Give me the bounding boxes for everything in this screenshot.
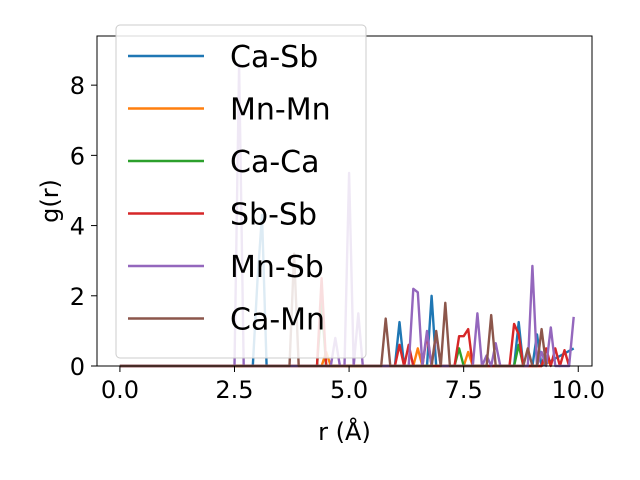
x-tick-label: 2.5 — [215, 376, 253, 404]
y-tick-label: 2 — [70, 283, 85, 311]
legend-label: Mn-Mn — [230, 93, 331, 128]
y-tick-label: 4 — [70, 213, 85, 241]
y-tick-label: 6 — [70, 142, 85, 170]
x-tick-label: 10.0 — [552, 376, 605, 404]
legend-label: Ca-Sb — [230, 40, 318, 75]
legend-label: Sb-Sb — [230, 198, 317, 233]
legend-item-mn-mn: Mn-Mn — [128, 93, 331, 128]
legend-label: Ca-Mn — [230, 303, 325, 338]
legend-item-ca-mn: Ca-Mn — [128, 303, 325, 338]
legend-items: Ca-Sb Mn-Mn Ca-Ca Sb-Sb Mn-Sb Ca-Mn — [128, 40, 331, 338]
y-axis-label: g(r) — [36, 179, 64, 223]
legend-item-sb-sb: Sb-Sb — [128, 198, 317, 233]
series-line-sb-sb — [119, 277, 571, 368]
legend-item-ca-ca: Ca-Ca — [128, 145, 320, 180]
legend: Ca-Sb Mn-Mn Ca-Ca Sb-Sb Mn-Sb Ca-Mn — [115, 24, 367, 359]
x-tick-label: 5.0 — [330, 376, 368, 404]
y-tick-label: 8 — [70, 72, 85, 100]
x-axis-label: r (Å) — [318, 417, 371, 446]
y-tick-label: 0 — [70, 353, 85, 381]
x-tick-label: 7.5 — [445, 376, 483, 404]
y-axis-ticks: 0 2 4 6 8 — [70, 72, 97, 381]
x-tick-label: 0.0 — [101, 376, 139, 404]
legend-label: Mn-Sb — [230, 250, 324, 285]
x-axis-ticks: 0.0 2.5 5.0 7.5 10.0 — [101, 366, 605, 404]
legend-label: Ca-Ca — [230, 145, 320, 180]
legend-item-mn-sb: Mn-Sb — [128, 250, 324, 285]
legend-item-ca-sb: Ca-Sb — [128, 40, 318, 75]
